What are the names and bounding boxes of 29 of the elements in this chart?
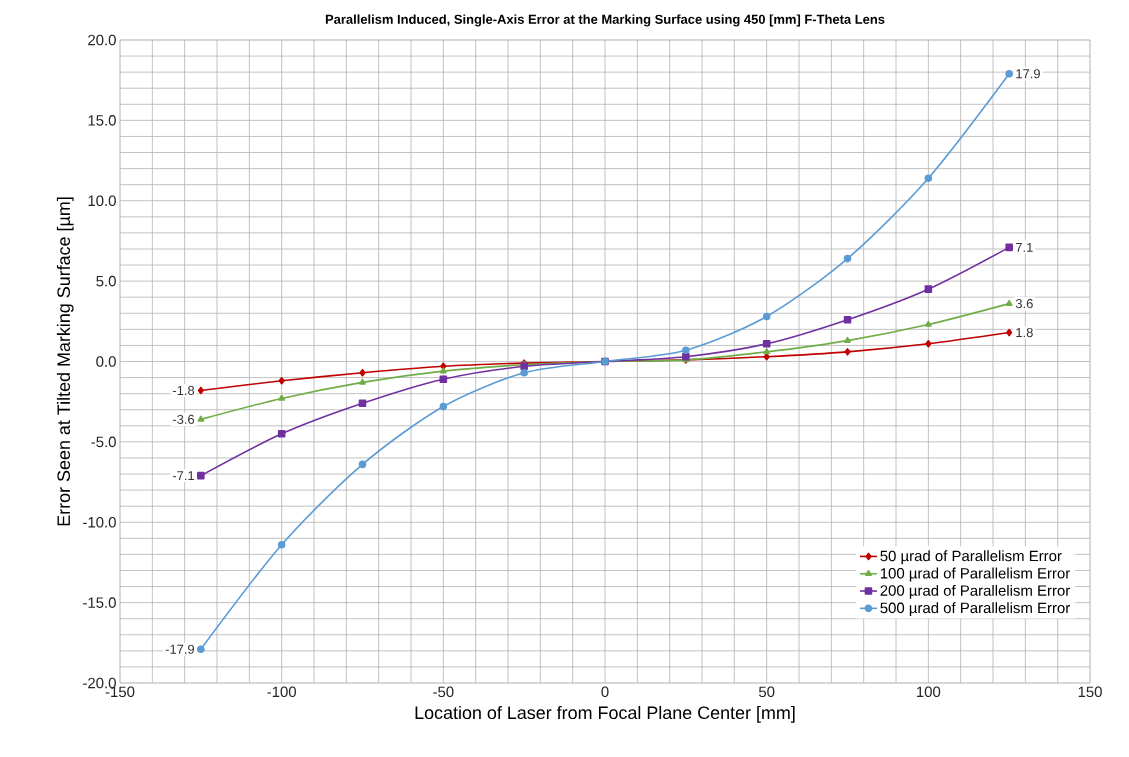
data-label: -7.1 xyxy=(172,471,195,481)
y-tick-label: 20.0 xyxy=(88,34,116,46)
chart-title: Parallelism Induced, Single-Axis Error at the Marking Surface using 450 [mm] F-Theta Lens xyxy=(325,14,885,27)
y-tick-label: 10.0 xyxy=(88,195,116,207)
x-tick-label: 50 xyxy=(758,686,775,698)
x-tick-label: -100 xyxy=(267,686,297,698)
y-tick-label: 15.0 xyxy=(88,115,116,126)
data-label: 17.9 xyxy=(1016,69,1040,79)
x-tick-label: 150 xyxy=(1078,686,1102,698)
y-tick-label: -15.0 xyxy=(83,597,116,608)
x-tick-label: -50 xyxy=(433,686,454,698)
data-label: 7.1 xyxy=(1016,242,1033,252)
y-tick-label: -5.0 xyxy=(91,436,116,448)
y-tick-label: 5.0 xyxy=(96,275,116,287)
x-tick-label: 100 xyxy=(917,686,941,698)
legend-label: 500 µrad of Parallelism Error xyxy=(880,602,1070,617)
legend-label: 50 µrad of Parallelism Error xyxy=(880,550,1062,565)
legend-label: 200 µrad of Parallelism Error xyxy=(880,584,1070,599)
data-label: 3.6 xyxy=(1015,299,1033,309)
data-label: -17.9 xyxy=(165,644,195,654)
data-label: -1.8 xyxy=(172,385,195,396)
y-tick-label: -10.0 xyxy=(83,516,116,528)
data-label: 1.8 xyxy=(1016,327,1033,338)
data-label: -3.6 xyxy=(172,414,195,424)
x-tick-label: 0 xyxy=(601,686,609,698)
x-axis-title: Location of Laser from Focal Plane Center [mm] xyxy=(415,705,795,723)
legend-label: 100 µrad of Parallelism Error xyxy=(880,567,1070,582)
y-tick-label: 0.0 xyxy=(96,356,116,367)
y-axis-title: Error Seen at Tilted Marking Surface [µm] xyxy=(56,197,74,526)
